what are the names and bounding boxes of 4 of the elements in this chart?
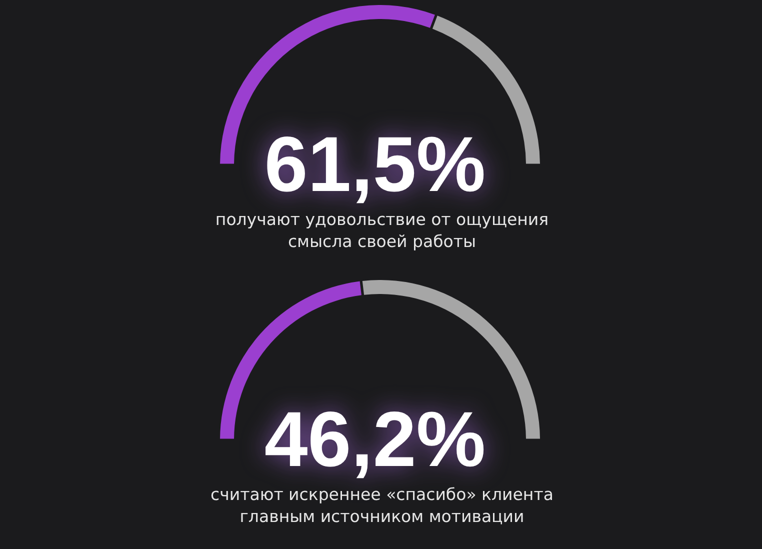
text: считают искреннее «спасибо» клиента главным источником мотивации — [210, 485, 554, 526]
text: получают удовольствие от ощущения смысла своей работы — [215, 210, 549, 251]
text: 46,2% — [264, 395, 486, 483]
text: 61,5% — [264, 120, 486, 208]
